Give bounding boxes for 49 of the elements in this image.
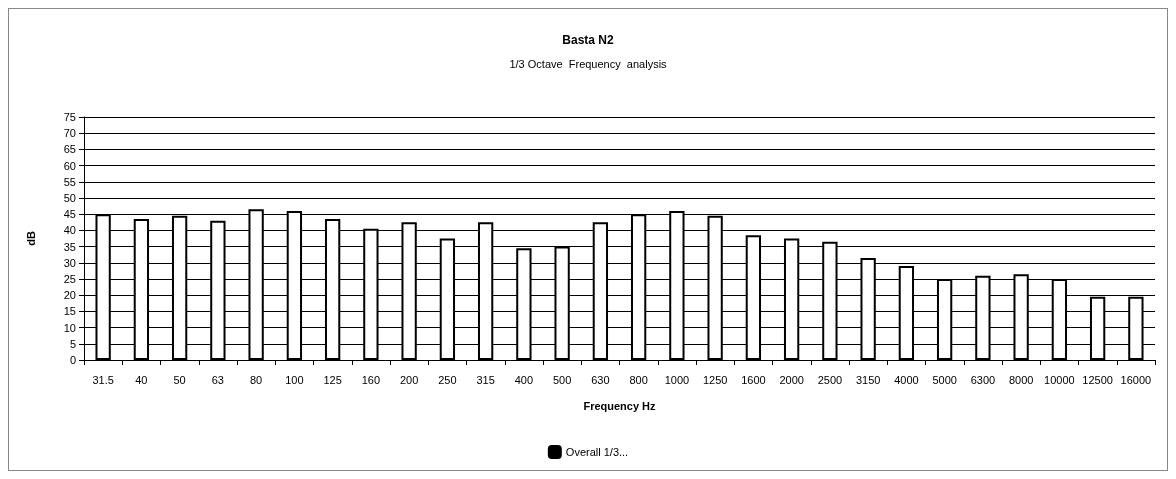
y-tick-label: 0 — [69, 354, 76, 366]
y-tick-label: 70 — [63, 127, 76, 140]
y-tick-label: 30 — [63, 256, 76, 269]
y-axis-title: dB — [24, 231, 37, 246]
y-tick-label: 5 — [69, 337, 76, 350]
x-tick-label: 10000 — [1044, 373, 1075, 386]
chart-title: Basta N2 — [562, 33, 614, 47]
x-tick-label: 63 — [211, 373, 224, 386]
y-tick-label: 10 — [63, 321, 76, 334]
y-tick-label: 45 — [63, 208, 76, 221]
y-tick-label: 65 — [63, 143, 76, 156]
x-tick-label: 8000 — [1008, 373, 1034, 386]
x-tick-label: 1600 — [741, 373, 766, 386]
x-tick-label: 250 — [438, 373, 457, 386]
x-tick-label: 80 — [250, 373, 263, 386]
x-tick-label: 1000 — [664, 373, 690, 386]
x-tick-label: 100 — [285, 373, 304, 386]
x-tick-label: 400 — [514, 373, 534, 386]
x-tick-label: 800 — [629, 373, 648, 386]
x-axis-title: Frequency Hz — [583, 399, 657, 412]
x-tick-label: 125 — [323, 373, 342, 386]
y-tick-label: 50 — [63, 192, 76, 204]
x-tick-label: 5000 — [932, 373, 957, 386]
x-tick-label: 2500 — [817, 373, 843, 386]
x-tick-label: 31.5 — [92, 373, 114, 386]
y-tick-label: 20 — [63, 289, 76, 302]
x-tick-label: 50 — [173, 373, 186, 386]
x-tick-label: 12500 — [1082, 373, 1113, 386]
y-tick-label: 35 — [63, 240, 76, 253]
x-tick-label: 630 — [591, 373, 610, 386]
x-tick-label: 200 — [399, 373, 419, 386]
y-tick-label: 60 — [63, 159, 76, 172]
x-tick-label: 1250 — [702, 373, 728, 386]
y-tick-label: 75 — [63, 111, 76, 123]
x-tick-label: 4000 — [894, 373, 919, 386]
y-tick-label: 40 — [63, 224, 76, 237]
x-tick-label: 40 — [135, 373, 148, 386]
chart-subtitle: 1/3 Octave Frequency analysis — [509, 57, 668, 70]
y-tick-label: 25 — [63, 273, 76, 285]
x-tick-label: 315 — [476, 373, 495, 386]
legend-label: Overall 1/3... — [565, 446, 629, 458]
y-tick-label: 55 — [63, 175, 76, 188]
x-tick-label: 6300 — [970, 373, 996, 386]
x-tick-label: 160 — [361, 373, 381, 386]
x-tick-label: 2000 — [779, 373, 804, 386]
x-tick-label: 16000 — [1120, 373, 1152, 386]
y-tick-label: 15 — [63, 305, 76, 318]
x-tick-label: 3150 — [855, 373, 881, 386]
x-tick-label: 500 — [552, 373, 572, 386]
